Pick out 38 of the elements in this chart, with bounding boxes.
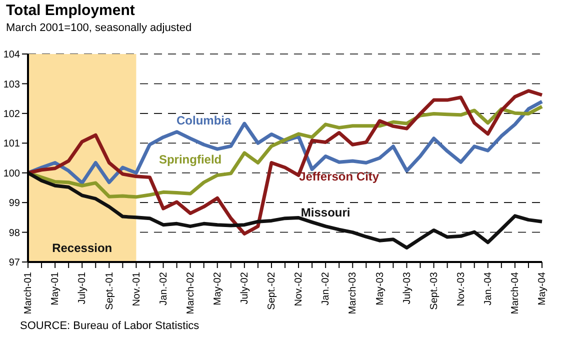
x-tick-label: March-04	[510, 272, 522, 314]
x-tick-label: Sept.-03	[428, 272, 440, 310]
y-tick-label: 101	[3, 138, 20, 150]
line-series	[26, 89, 544, 236]
y-tick-label: 98	[8, 228, 20, 239]
x-tick-label: Jan.-04	[482, 272, 494, 306]
x-tick-label: Nov.-01	[131, 272, 142, 306]
series-label: Columbia	[176, 114, 232, 128]
y-tick-label: 104	[3, 50, 20, 61]
y-tick-label: 102	[3, 108, 20, 120]
series-label: Springfield	[158, 152, 222, 167]
x-tick-label: May-01	[50, 272, 62, 306]
source-note: SOURCE: Bureau of Labor Statistics	[20, 320, 200, 332]
chart-subtitle: March 2001=100, seasonally adjusted	[6, 22, 192, 34]
x-tick-label: July-02	[240, 272, 251, 304]
x-tick-label: July-01	[77, 272, 88, 304]
band-label: Recession	[52, 241, 112, 255]
line-series	[26, 100, 544, 185]
x-tick-label: Jan.-02	[158, 272, 170, 306]
series-label: Missouri	[300, 205, 350, 220]
x-tick-label: May-02	[212, 272, 224, 306]
y-tick-label: 103	[3, 79, 20, 90]
x-tick-label: Sept.-02	[266, 272, 278, 310]
x-tick-label: May-04	[537, 272, 548, 306]
y-tick-label: 99	[8, 198, 20, 210]
x-tick-label: March-02	[185, 272, 196, 314]
x-tick-label: March-01	[23, 272, 34, 314]
y-tick-label: 97	[8, 258, 20, 269]
x-tick-label: Nov.-03	[456, 272, 467, 306]
x-tick-label: Jan.-02	[320, 272, 332, 306]
chart-title: Total Employment	[6, 2, 135, 19]
x-tick-label: July-03	[402, 272, 413, 304]
x-tick-label: Nov.-02	[294, 272, 305, 306]
x-tick-label: Sept.-01	[104, 272, 116, 310]
x-tick-label: March-03	[348, 272, 359, 314]
x-tick-label: May-03	[374, 272, 386, 306]
series-label: Jefferson City	[299, 170, 380, 184]
y-tick-label: 100	[3, 168, 20, 180]
